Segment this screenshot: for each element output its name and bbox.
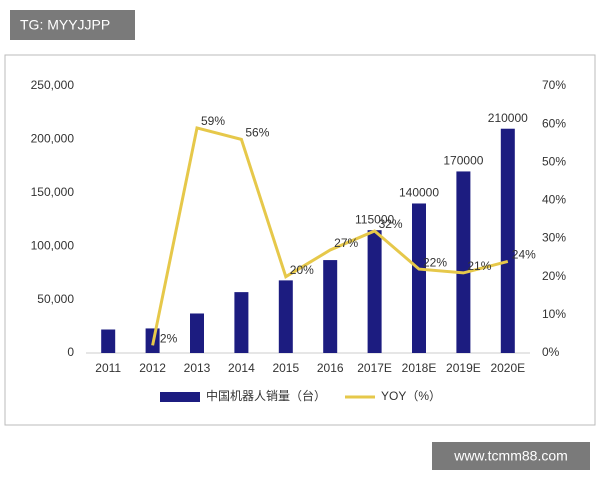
y2-tick-label: 20% [542, 269, 566, 283]
bar-value-label: 210000 [488, 111, 528, 125]
line-value-label: 2% [160, 332, 178, 346]
x-tick-label: 2019E [446, 361, 481, 375]
x-tick-label: 2012 [139, 361, 166, 375]
bar [323, 260, 338, 353]
y2-tick-label: 10% [542, 307, 566, 321]
y-tick-label: 200,000 [31, 132, 75, 146]
line-value-label: 20% [290, 263, 314, 277]
y-tick-label: 100,000 [31, 238, 75, 252]
watermark-box [432, 442, 590, 470]
y2-tick-label: 0% [542, 345, 560, 359]
y2-tick-label: 50% [542, 154, 566, 168]
legend-swatch [160, 392, 200, 402]
bar [190, 313, 204, 353]
line-value-label: 24% [512, 248, 536, 262]
y-tick-label: 150,000 [31, 185, 75, 199]
legend-label: YOY（%） [381, 389, 441, 403]
y-tick-label: 250,000 [31, 78, 75, 92]
line-value-label: 21% [467, 259, 491, 273]
watermark: www.tcmm88.com [453, 448, 568, 464]
line [151, 126, 509, 346]
line-value-label: 56% [245, 126, 269, 140]
legend-label: 中国机器人销量（台） [206, 388, 326, 403]
bar-value-label: 170000 [443, 154, 483, 168]
chart-frame [4, 54, 596, 426]
x-tick-label: 2020E [490, 361, 525, 375]
x-tick-label: 2016 [317, 361, 344, 375]
line-value-label: 22% [423, 255, 447, 269]
bar [367, 230, 382, 353]
bar [500, 128, 515, 353]
line-value-label: 32% [379, 217, 403, 231]
x-tick-label: 2018E [402, 361, 437, 375]
y2-tick-label: 70% [542, 78, 566, 92]
watermark-box [10, 10, 135, 40]
y2-tick-label: 40% [542, 193, 566, 207]
bar-value-label: 140000 [399, 186, 439, 200]
y2-tick-label: 30% [542, 231, 566, 245]
line-value-label: 27% [334, 236, 358, 250]
x-tick-label: 2015 [272, 361, 299, 375]
x-tick-label: 2017E [357, 361, 392, 375]
bar-value-label: 115000 [355, 212, 394, 226]
x-tick-label: 2014 [228, 361, 255, 375]
y-tick-label: 0 [67, 345, 74, 359]
bar [278, 280, 293, 353]
bar [101, 329, 116, 353]
watermark: TG: MYYJJPP [20, 17, 110, 33]
line-value-label: 59% [201, 114, 225, 128]
bar [412, 203, 426, 353]
x-tick-label: 2011 [95, 361, 121, 375]
y2-tick-label: 60% [542, 116, 566, 130]
bar [456, 171, 471, 353]
bar [234, 292, 249, 353]
y-tick-label: 50,000 [37, 292, 74, 306]
x-tick-label: 2013 [184, 361, 211, 375]
